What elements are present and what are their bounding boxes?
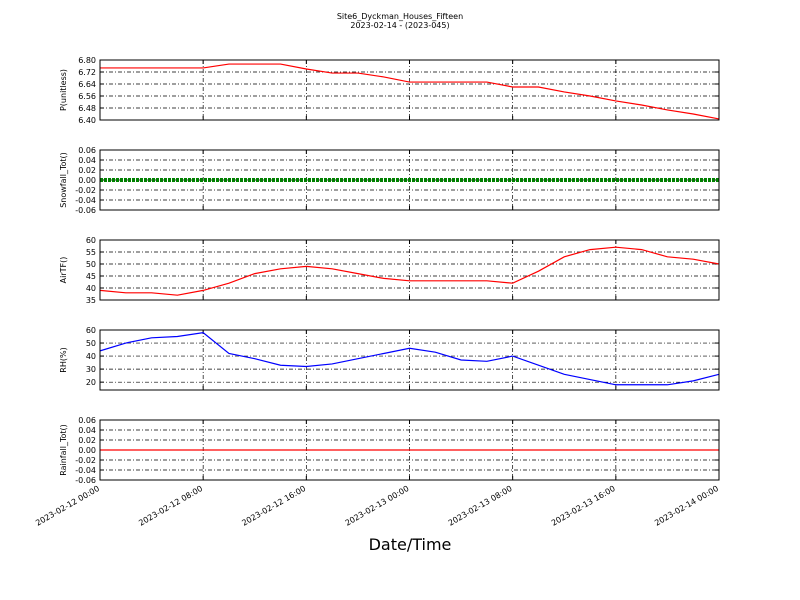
y-tick-label: 0.00: [78, 176, 96, 185]
y-axis-label: RH(%): [59, 347, 68, 372]
y-tick-label: 35: [86, 296, 96, 305]
y-tick-label: 0.06: [78, 416, 96, 425]
y-tick-label: -0.06: [75, 476, 96, 485]
plot-frame: [99, 329, 720, 391]
y-tick-label: 60: [86, 236, 96, 245]
y-tick-label: 6.72: [78, 68, 96, 77]
chart-subtitle: 2023-02-14 - (2023-045): [350, 21, 449, 30]
y-tick-label: 0.02: [78, 166, 96, 175]
y-tick-label: 6.64: [78, 80, 96, 89]
y-tick-label: 40: [86, 284, 96, 293]
plot-frame: [99, 419, 720, 481]
plot-frame: [99, 239, 720, 301]
line-series: [99, 246, 720, 296]
y-tick-label: 40: [86, 352, 96, 361]
y-tick-label: 50: [86, 260, 96, 269]
y-tick-label: 55: [86, 248, 96, 257]
line-series: [99, 331, 720, 386]
line-series: [100, 63, 720, 120]
y-tick-label: 30: [86, 365, 96, 374]
y-tick-label: -0.02: [75, 456, 96, 465]
y-tick-label: 45: [86, 272, 96, 281]
y-tick-label: -0.04: [75, 466, 96, 475]
y-tick-label: -0.04: [75, 196, 96, 205]
y-axis-label: Snowfall_Tot(): [59, 152, 68, 208]
y-tick-label: 0.04: [78, 426, 96, 435]
y-axis-label: Rainfall_Tot(): [59, 424, 68, 476]
y-tick-label: 60: [86, 326, 96, 335]
plot-frame: [99, 59, 720, 121]
y-tick-label: -0.06: [75, 206, 96, 215]
y-tick-label: 6.48: [78, 104, 96, 113]
y-tick-label: 0.02: [78, 436, 96, 445]
y-tick-label: 50: [86, 339, 96, 348]
y-tick-label: 6.56: [78, 92, 96, 101]
y-axis-label: AirTF(): [59, 257, 68, 284]
y-tick-label: 0.04: [78, 156, 96, 165]
y-tick-label: -0.02: [75, 186, 96, 195]
y-tick-label: 6.40: [78, 116, 96, 125]
plot-frame: [99, 149, 720, 211]
y-tick-label: 0.00: [78, 446, 96, 455]
y-tick-label: 0.06: [78, 146, 96, 155]
chart-title: Site6_Dyckman_Houses_Fifteen: [337, 12, 463, 21]
y-tick-label: 20: [86, 378, 96, 387]
x-axis-label: Date/Time: [369, 535, 452, 554]
y-axis-label: P(unitless): [59, 69, 68, 111]
y-tick-label: 6.80: [78, 56, 96, 65]
